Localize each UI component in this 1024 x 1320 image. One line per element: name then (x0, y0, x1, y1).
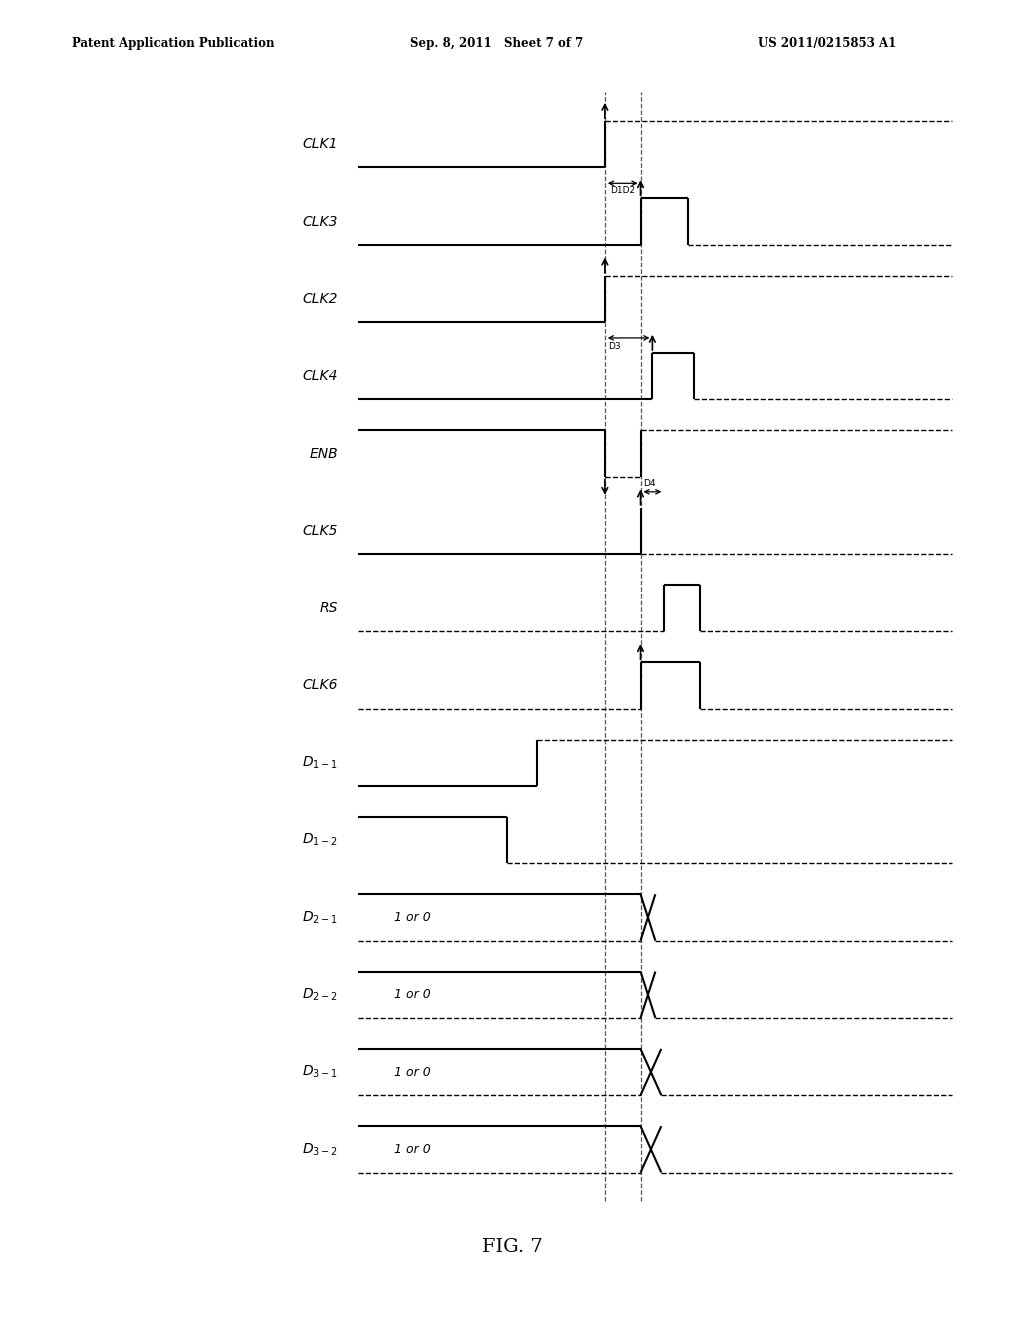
Text: CLK6: CLK6 (302, 678, 338, 693)
Text: CLK3: CLK3 (302, 215, 338, 228)
Text: CLK1: CLK1 (302, 137, 338, 152)
Text: Sep. 8, 2011   Sheet 7 of 7: Sep. 8, 2011 Sheet 7 of 7 (410, 37, 583, 50)
Text: $D_{1-1}$: $D_{1-1}$ (302, 755, 338, 771)
Text: $D_{3-2}$: $D_{3-2}$ (302, 1142, 338, 1158)
Text: Patent Application Publication: Patent Application Publication (72, 37, 274, 50)
Text: 1 or 0: 1 or 0 (394, 1143, 431, 1156)
Text: RS: RS (319, 601, 338, 615)
Text: D1D2: D1D2 (610, 186, 635, 195)
Text: 1 or 0: 1 or 0 (394, 989, 431, 1001)
Text: FIG. 7: FIG. 7 (481, 1238, 543, 1257)
Text: CLK4: CLK4 (302, 370, 338, 383)
Text: 1 or 0: 1 or 0 (394, 1065, 431, 1078)
Text: $D_{3-1}$: $D_{3-1}$ (302, 1064, 338, 1080)
Text: ENB: ENB (309, 446, 338, 461)
Text: $D_{2-1}$: $D_{2-1}$ (302, 909, 338, 925)
Text: D4: D4 (643, 479, 656, 488)
Text: CLK5: CLK5 (302, 524, 338, 537)
Text: 1 or 0: 1 or 0 (394, 911, 431, 924)
Text: CLK2: CLK2 (302, 292, 338, 306)
Text: $D_{2-2}$: $D_{2-2}$ (302, 986, 338, 1003)
Text: $D_{1-2}$: $D_{1-2}$ (302, 832, 338, 849)
Text: D3: D3 (608, 342, 621, 351)
Text: US 2011/0215853 A1: US 2011/0215853 A1 (758, 37, 896, 50)
